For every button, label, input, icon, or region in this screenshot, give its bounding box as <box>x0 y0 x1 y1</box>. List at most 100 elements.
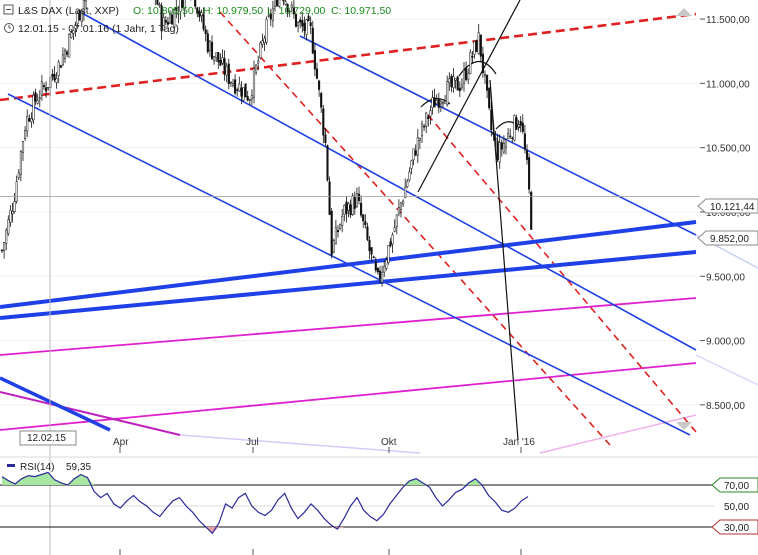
candle-body <box>389 241 392 247</box>
candle-body <box>13 201 16 213</box>
candle-body <box>227 63 230 85</box>
rsi-legend-swatch <box>7 464 15 467</box>
last-price-tag-text: 9.852,00 <box>710 234 749 245</box>
candle-body <box>288 10 291 13</box>
candle-body <box>494 137 497 141</box>
scroll-down-arrow[interactable] <box>676 422 692 430</box>
candle-body <box>309 22 312 27</box>
candle-body <box>311 27 314 54</box>
rsi-tag-30-text: 30,00 <box>724 523 749 534</box>
head-arc <box>458 60 497 77</box>
candle-body <box>11 211 14 215</box>
candle-body <box>246 96 249 101</box>
candle-body <box>513 115 516 141</box>
candle-body <box>204 29 207 34</box>
rsi-overbought-fill <box>2 476 9 485</box>
candle-body <box>299 19 302 23</box>
candle-body <box>414 150 417 156</box>
candle-body <box>385 259 388 269</box>
rsi-overbought-fill <box>28 475 35 485</box>
candle-body <box>198 10 201 18</box>
candle-body <box>313 50 316 70</box>
candle-body <box>3 242 6 251</box>
candle-body <box>498 142 501 163</box>
scroll-up-arrow[interactable] <box>676 8 692 16</box>
rsi-tag-70-text: 70,00 <box>724 481 749 492</box>
blue-thick-downtrend <box>0 376 111 432</box>
candle-body <box>19 151 22 175</box>
rsi-overbought-fill <box>41 472 49 485</box>
candle-body <box>525 150 529 160</box>
candle-body <box>500 142 503 150</box>
candle-body <box>471 56 474 58</box>
crosshair-tag: 10.121,44 <box>697 198 758 214</box>
candle-body <box>456 76 459 91</box>
magenta-trendline-1 <box>0 297 697 356</box>
candle-body <box>38 97 41 99</box>
candle-body <box>326 145 329 181</box>
candle-body <box>223 58 226 75</box>
candle-body <box>395 214 398 227</box>
price-tick-label: 9.000,00 <box>706 337 745 348</box>
candle-body <box>257 60 260 64</box>
rsi-legend-value: 59,35 <box>66 462 91 473</box>
candle-body <box>420 123 424 137</box>
candle-body <box>240 87 243 97</box>
candle-body <box>179 0 182 12</box>
candle-body <box>393 227 396 232</box>
candle-body <box>82 0 85 13</box>
candle-body <box>265 19 268 43</box>
candle-body <box>448 78 451 83</box>
red-dashed-channel-1 <box>219 11 611 446</box>
candle-body <box>515 117 518 130</box>
candle-body <box>255 64 258 73</box>
ohlc-high: H: 10.979,50 <box>203 5 263 17</box>
rsi-tag-70 <box>711 477 758 493</box>
candle-body <box>425 112 428 127</box>
candle-body <box>250 95 253 100</box>
candle-body <box>351 195 354 215</box>
pink-trendline <box>539 414 697 454</box>
candle-body <box>244 83 247 98</box>
crosshair-tag-text: 10.121,44 <box>710 202 755 213</box>
candle-body <box>368 239 371 252</box>
rsi-panel: 70,00 50,00 30,00 RSI(14) 59,35 <box>0 462 758 535</box>
price-tick-label: 8.500,00 <box>706 401 745 412</box>
candle-body <box>397 207 400 214</box>
candle-body <box>488 88 491 109</box>
candle-body <box>511 137 514 139</box>
candle-body <box>483 74 487 77</box>
instrument-name: L&S DAX (Last, XXP) <box>18 5 119 17</box>
candle-body <box>215 52 218 58</box>
candle-body <box>225 65 228 76</box>
candle-body <box>36 100 39 104</box>
candle-body <box>324 134 327 143</box>
candle-body <box>290 4 293 8</box>
candle-body <box>173 8 176 28</box>
candle-body <box>248 99 251 101</box>
candle-body <box>339 224 342 229</box>
candle-body <box>460 84 463 89</box>
candle-body <box>347 203 350 211</box>
candle-body <box>370 247 373 255</box>
cursor-date-tag <box>19 430 77 446</box>
candle-body <box>357 193 361 201</box>
candle-body <box>7 219 10 234</box>
candle-body <box>479 34 482 57</box>
candle-body <box>307 15 310 22</box>
candle-body <box>9 210 12 223</box>
candle-body <box>21 141 25 153</box>
rsi-tag-50-text: 50,00 <box>724 502 749 513</box>
candle-body <box>238 83 241 92</box>
candle-body <box>63 50 67 59</box>
candle-body <box>301 20 304 27</box>
candle-body <box>378 270 382 280</box>
candle-body <box>408 171 411 181</box>
candle-body <box>454 78 457 81</box>
time-label-jul: Jul <box>246 437 259 448</box>
candle-body <box>517 124 520 127</box>
blue-thick-support-1 <box>0 220 697 309</box>
candle-body <box>496 140 499 160</box>
rsi-overbought-fill <box>48 472 55 485</box>
